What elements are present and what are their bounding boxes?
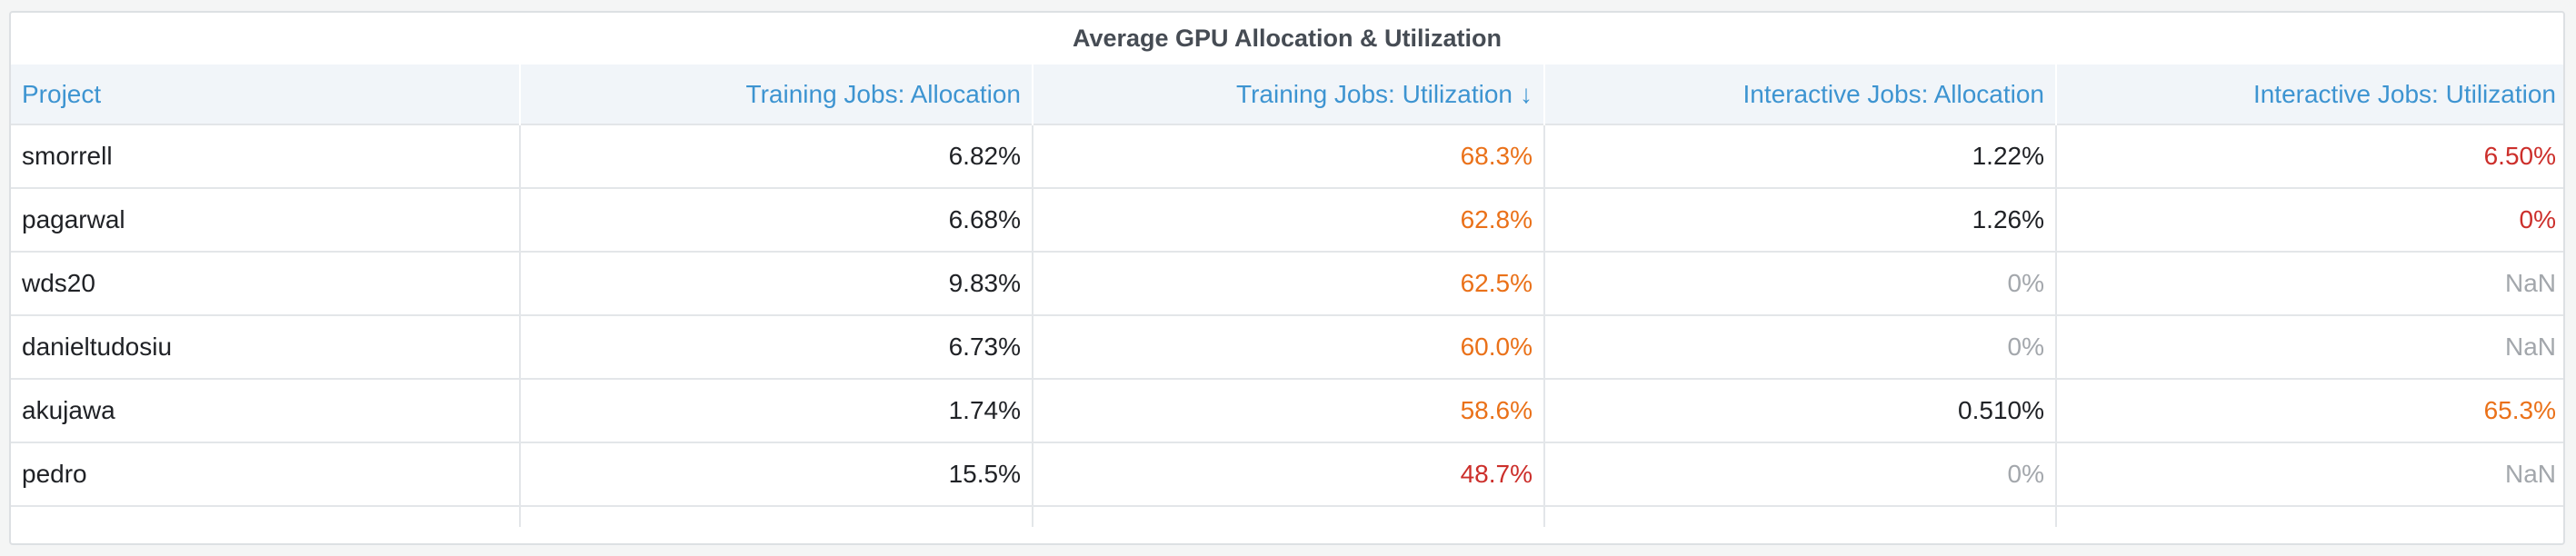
training-utilization-cell: 62.5% <box>1033 251 1545 315</box>
training-allocation-cell: 6.68% <box>520 187 1033 252</box>
table-row: wds20 9.83% 62.5% 0% NaN <box>11 251 2563 315</box>
project-cell: akujawa <box>11 378 521 442</box>
training-utilization-cell: 60.0% <box>1033 314 1545 379</box>
table-filler-row <box>11 505 2563 527</box>
interactive-allocation-cell: 0% <box>1544 442 2057 506</box>
interactive-utilization-cell: NaN <box>2056 251 2563 315</box>
column-header-training-utilization[interactable]: Training Jobs: Utilization ↓ <box>1032 65 1544 124</box>
column-header-interactive-allocation[interactable]: Interactive Jobs: Allocation <box>1543 65 2056 124</box>
table-header-row: Project Training Jobs: Allocation Traini… <box>11 65 2563 124</box>
project-cell: pagarwal <box>11 187 521 252</box>
project-cell: smorrell <box>11 124 521 188</box>
sort-descending-icon: ↓ <box>1520 79 1533 108</box>
interactive-utilization-cell: 6.50% <box>2056 124 2563 188</box>
panel-title[interactable]: Average GPU Allocation & Utilization <box>1072 25 1503 52</box>
training-allocation-cell: 9.83% <box>520 251 1033 315</box>
project-cell: wds20 <box>11 251 521 315</box>
interactive-utilization-cell: 65.3% <box>2056 378 2563 442</box>
training-utilization-cell: 62.8% <box>1033 187 1545 252</box>
training-allocation-cell: 6.73% <box>520 314 1033 379</box>
column-header-project[interactable]: Project <box>11 65 520 124</box>
interactive-utilization-cell: NaN <box>2056 314 2563 379</box>
table-row: danieltudosiu 6.73% 60.0% 0% NaN <box>11 314 2563 379</box>
training-utilization-cell: 58.6% <box>1033 378 1545 442</box>
table-row: pagarwal 6.68% 62.8% 1.26% 0% <box>11 187 2563 252</box>
interactive-allocation-cell: 0% <box>1544 314 2057 379</box>
utilization-table: Project Training Jobs: Allocation Traini… <box>11 65 2563 527</box>
project-cell: pedro <box>11 442 521 506</box>
interactive-allocation-cell: 1.26% <box>1544 187 2057 252</box>
column-header-training-allocation[interactable]: Training Jobs: Allocation <box>519 65 1033 124</box>
project-cell: danieltudosiu <box>11 314 521 379</box>
training-utilization-cell: 48.7% <box>1033 442 1545 506</box>
interactive-allocation-cell: 0% <box>1544 251 2057 315</box>
training-allocation-cell: 15.5% <box>520 442 1033 506</box>
training-allocation-cell: 6.82% <box>520 124 1033 188</box>
table-row: smorrell 6.82% 68.3% 1.22% 6.50% <box>11 124 2563 188</box>
interactive-utilization-cell: NaN <box>2056 442 2563 506</box>
column-header-interactive-utilization[interactable]: Interactive Jobs: Utilization <box>2055 65 2563 124</box>
interactive-allocation-cell: 0.510% <box>1544 378 2057 442</box>
training-utilization-cell: 68.3% <box>1033 124 1545 188</box>
table-row: pedro 15.5% 48.7% 0% NaN <box>11 442 2563 506</box>
gpu-utilization-panel: Average GPU Allocation & Utilization Pro… <box>9 11 2565 545</box>
table-row: akujawa 1.74% 58.6% 0.510% 65.3% <box>11 378 2563 442</box>
interactive-utilization-cell: 0% <box>2056 187 2563 252</box>
interactive-allocation-cell: 1.22% <box>1544 124 2057 188</box>
training-allocation-cell: 1.74% <box>520 378 1033 442</box>
